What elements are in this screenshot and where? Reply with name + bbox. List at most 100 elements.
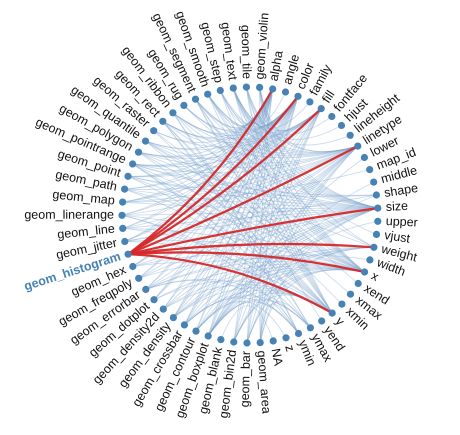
node-geom_bar[interactable]	[243, 339, 251, 347]
node-middle[interactable]	[370, 178, 378, 186]
node-geom_contour[interactable]	[192, 327, 200, 335]
node-geom_path[interactable]	[121, 185, 129, 193]
node-vjust[interactable]	[372, 230, 381, 238]
node-geom_area[interactable]	[256, 339, 264, 347]
highlighted-link-geom_histogram-color[interactable]	[127, 95, 299, 256]
node-geom_errorbar[interactable]	[142, 285, 150, 293]
node-label[interactable]: NA	[269, 347, 286, 367]
node-geom_histogram[interactable]	[124, 250, 132, 258]
node-geom_smooth[interactable]	[204, 90, 212, 98]
node-xend[interactable]	[354, 279, 362, 288]
node-z[interactable]	[282, 334, 290, 342]
node-label[interactable]: geom_tile	[238, 25, 254, 80]
node-geom_pointrange[interactable]	[129, 160, 137, 168]
node-geom_segment[interactable]	[191, 95, 200, 103]
node-geom_blank[interactable]	[217, 336, 225, 344]
node-label[interactable]: size	[385, 199, 408, 214]
node-fontface[interactable]	[328, 112, 336, 121]
node-label[interactable]: shape	[383, 181, 419, 200]
node-geom_dotplot[interactable]	[150, 296, 158, 304]
node-size[interactable]	[374, 204, 382, 212]
highlighted-link-geom_histogram-x[interactable]	[128, 251, 365, 274]
node-ymax[interactable]	[306, 324, 314, 332]
link-geom_density-size	[173, 207, 378, 318]
node-ymin[interactable]	[294, 329, 303, 338]
node-weight[interactable]	[370, 243, 378, 251]
node-geom_density2d[interactable]	[159, 305, 167, 313]
node-geom_line[interactable]	[119, 224, 127, 232]
node-geom_hex[interactable]	[129, 262, 137, 271]
node-geom_polygon[interactable]	[134, 148, 143, 156]
node-linetype[interactable]	[354, 142, 362, 150]
node-geom_quantile[interactable]	[141, 137, 150, 145]
node-geom_crossbar[interactable]	[180, 321, 188, 329]
node-geom_step[interactable]	[216, 86, 224, 95]
node-label[interactable]: geom_linerange	[24, 208, 114, 222]
node-lower[interactable]	[360, 153, 368, 162]
node-x[interactable]	[361, 268, 369, 276]
node-label[interactable]: alpha	[267, 50, 286, 83]
node-shape[interactable]	[372, 191, 380, 199]
node-geom_map[interactable]	[119, 198, 127, 206]
node-xmin[interactable]	[338, 300, 346, 308]
highlighted-link-geom_histogram-y[interactable]	[128, 253, 333, 315]
highlighted-link-geom_histogram-alpha[interactable]	[127, 88, 274, 256]
node-label[interactable]: vjust	[383, 228, 411, 246]
node-map_id[interactable]	[366, 166, 374, 174]
link-geom_rect-fill	[162, 108, 322, 144]
node-geom_density[interactable]	[169, 314, 177, 322]
node-lineheight[interactable]	[346, 131, 354, 139]
node-angle[interactable]	[281, 88, 290, 96]
highlighted-link-geom_histogram-linetype[interactable]	[127, 145, 359, 256]
link-geom_text-fontface	[232, 87, 333, 136]
link-geom_linerange-x	[121, 214, 365, 273]
node-upper[interactable]	[374, 217, 382, 225]
node-label[interactable]: upper	[385, 214, 418, 230]
link-geom_text-angle	[232, 87, 286, 125]
link-geom_ribbon-ymin	[172, 112, 299, 334]
node-label[interactable]: geom_violin	[253, 12, 272, 80]
node-geom_violin[interactable]	[256, 83, 264, 91]
highlighted-link-geom_histogram-weight[interactable]	[127, 242, 374, 256]
node-color[interactable]	[294, 92, 302, 100]
node-alpha[interactable]	[269, 85, 277, 93]
node-geom_boxplot[interactable]	[204, 332, 212, 340]
node-geom_linerange[interactable]	[118, 211, 126, 219]
node-geom_tile[interactable]	[242, 83, 250, 91]
link-geom_tile-x	[245, 86, 365, 273]
node-NA[interactable]	[269, 337, 277, 345]
link-geom_linerange-size	[121, 207, 378, 216]
link-geom_contour-linetype	[195, 145, 359, 332]
link-geom_text-lineheight	[232, 87, 351, 146]
node-label[interactable]: z	[282, 343, 297, 353]
link-geom_raster-x	[153, 130, 365, 273]
node-label[interactable]: geom_line	[57, 222, 116, 242]
node-geom_bin2d[interactable]	[230, 338, 238, 346]
node-geom_point[interactable]	[124, 172, 132, 180]
node-geom_text[interactable]	[229, 84, 237, 92]
link-geom_errorbar-width	[145, 254, 370, 290]
highlighted-link-geom_histogram-fill[interactable]	[127, 107, 322, 256]
node-geom_freqpoly[interactable]	[135, 274, 143, 282]
link-geom_segment-x	[195, 98, 365, 273]
node-label[interactable]: geom_bar	[238, 351, 253, 408]
node-fill[interactable]	[317, 105, 325, 113]
node-yend[interactable]	[318, 317, 326, 325]
node-label[interactable]: geom_area	[255, 350, 274, 414]
node-geom_rug[interactable]	[180, 101, 188, 109]
node-family[interactable]	[306, 98, 314, 106]
highlighted-link-geom_histogram-size[interactable]	[127, 207, 378, 256]
link-geom_polygon-size	[138, 151, 378, 209]
link-geom_step-alpha	[219, 88, 274, 125]
node-width[interactable]	[366, 256, 374, 264]
node-y[interactable]	[328, 309, 336, 317]
link-geom_segment-xend	[195, 98, 359, 284]
node-geom_rect[interactable]	[159, 117, 167, 125]
node-hjust[interactable]	[337, 121, 346, 130]
node-xmax[interactable]	[346, 290, 355, 298]
node-geom_raster[interactable]	[150, 127, 158, 135]
link-geom_dotplot-fill	[153, 108, 322, 301]
node-geom_jitter[interactable]	[121, 237, 129, 246]
node-geom_ribbon[interactable]	[169, 109, 177, 117]
node-label[interactable]: geom_map	[52, 187, 116, 207]
